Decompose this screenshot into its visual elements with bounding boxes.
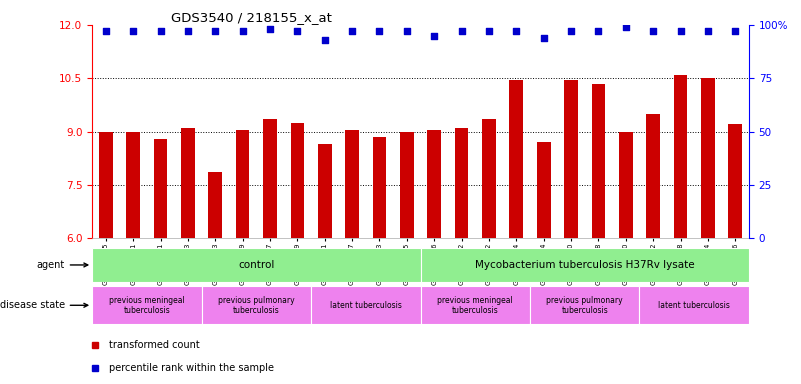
Text: previous pulmonary
tuberculosis: previous pulmonary tuberculosis (546, 296, 623, 315)
Point (264, 26, 276, 32)
Bar (639, 286, 749, 324)
Bar (728, 124, 742, 238)
Bar (646, 114, 660, 238)
Point (565, 28, 578, 35)
Bar (701, 78, 714, 238)
Bar (482, 119, 496, 238)
Point (209, 28, 222, 35)
Bar (421, 286, 530, 324)
Point (346, 28, 359, 35)
Point (510, 28, 523, 35)
Point (182, 28, 195, 35)
Bar (99, 131, 113, 238)
Text: Mycobacterium tuberculosis H37Rv lysate: Mycobacterium tuberculosis H37Rv lysate (475, 260, 694, 270)
Point (127, 28, 139, 35)
Bar (372, 137, 386, 238)
Point (236, 28, 249, 35)
Point (318, 37, 331, 43)
Text: previous meningeal
tuberculosis: previous meningeal tuberculosis (109, 296, 185, 315)
Bar (619, 131, 633, 238)
Point (537, 35, 550, 41)
Point (428, 33, 441, 39)
Text: latent tuberculosis: latent tuberculosis (658, 301, 731, 310)
Bar (92, 286, 202, 324)
Point (291, 28, 304, 35)
Bar (181, 128, 195, 238)
Text: previous pulmonary
tuberculosis: previous pulmonary tuberculosis (218, 296, 295, 315)
Point (592, 28, 605, 35)
Bar (291, 122, 304, 238)
Bar (455, 128, 469, 238)
Bar (509, 80, 523, 238)
Text: agent: agent (37, 260, 88, 270)
Bar (202, 286, 311, 324)
Bar (235, 130, 249, 238)
Bar (592, 84, 606, 238)
Bar (564, 80, 578, 238)
Bar (311, 286, 421, 324)
Text: disease state: disease state (0, 300, 88, 310)
Point (455, 28, 468, 35)
Bar (674, 75, 687, 238)
Bar (92, 248, 421, 282)
Point (400, 28, 413, 35)
Bar (154, 139, 167, 238)
Point (482, 28, 495, 35)
Bar (127, 131, 140, 238)
Bar (400, 131, 413, 238)
Bar (264, 119, 277, 238)
Point (619, 24, 632, 30)
Point (99, 28, 112, 35)
Point (729, 28, 742, 35)
Bar (345, 130, 359, 238)
Bar (421, 248, 749, 282)
Text: latent tuberculosis: latent tuberculosis (330, 301, 402, 310)
Bar (318, 144, 332, 238)
Bar (428, 130, 441, 238)
Point (154, 28, 167, 35)
Point (702, 28, 714, 35)
Bar (208, 172, 222, 238)
Text: GDS3540 / 218155_x_at: GDS3540 / 218155_x_at (171, 11, 332, 24)
Text: percentile rank within the sample: percentile rank within the sample (109, 363, 273, 373)
Point (674, 28, 687, 35)
Point (646, 28, 659, 35)
Text: transformed count: transformed count (109, 339, 199, 350)
Point (373, 28, 386, 35)
Bar (530, 286, 639, 324)
Text: previous meningeal
tuberculosis: previous meningeal tuberculosis (437, 296, 513, 315)
Text: control: control (238, 260, 275, 270)
Bar (537, 142, 550, 238)
